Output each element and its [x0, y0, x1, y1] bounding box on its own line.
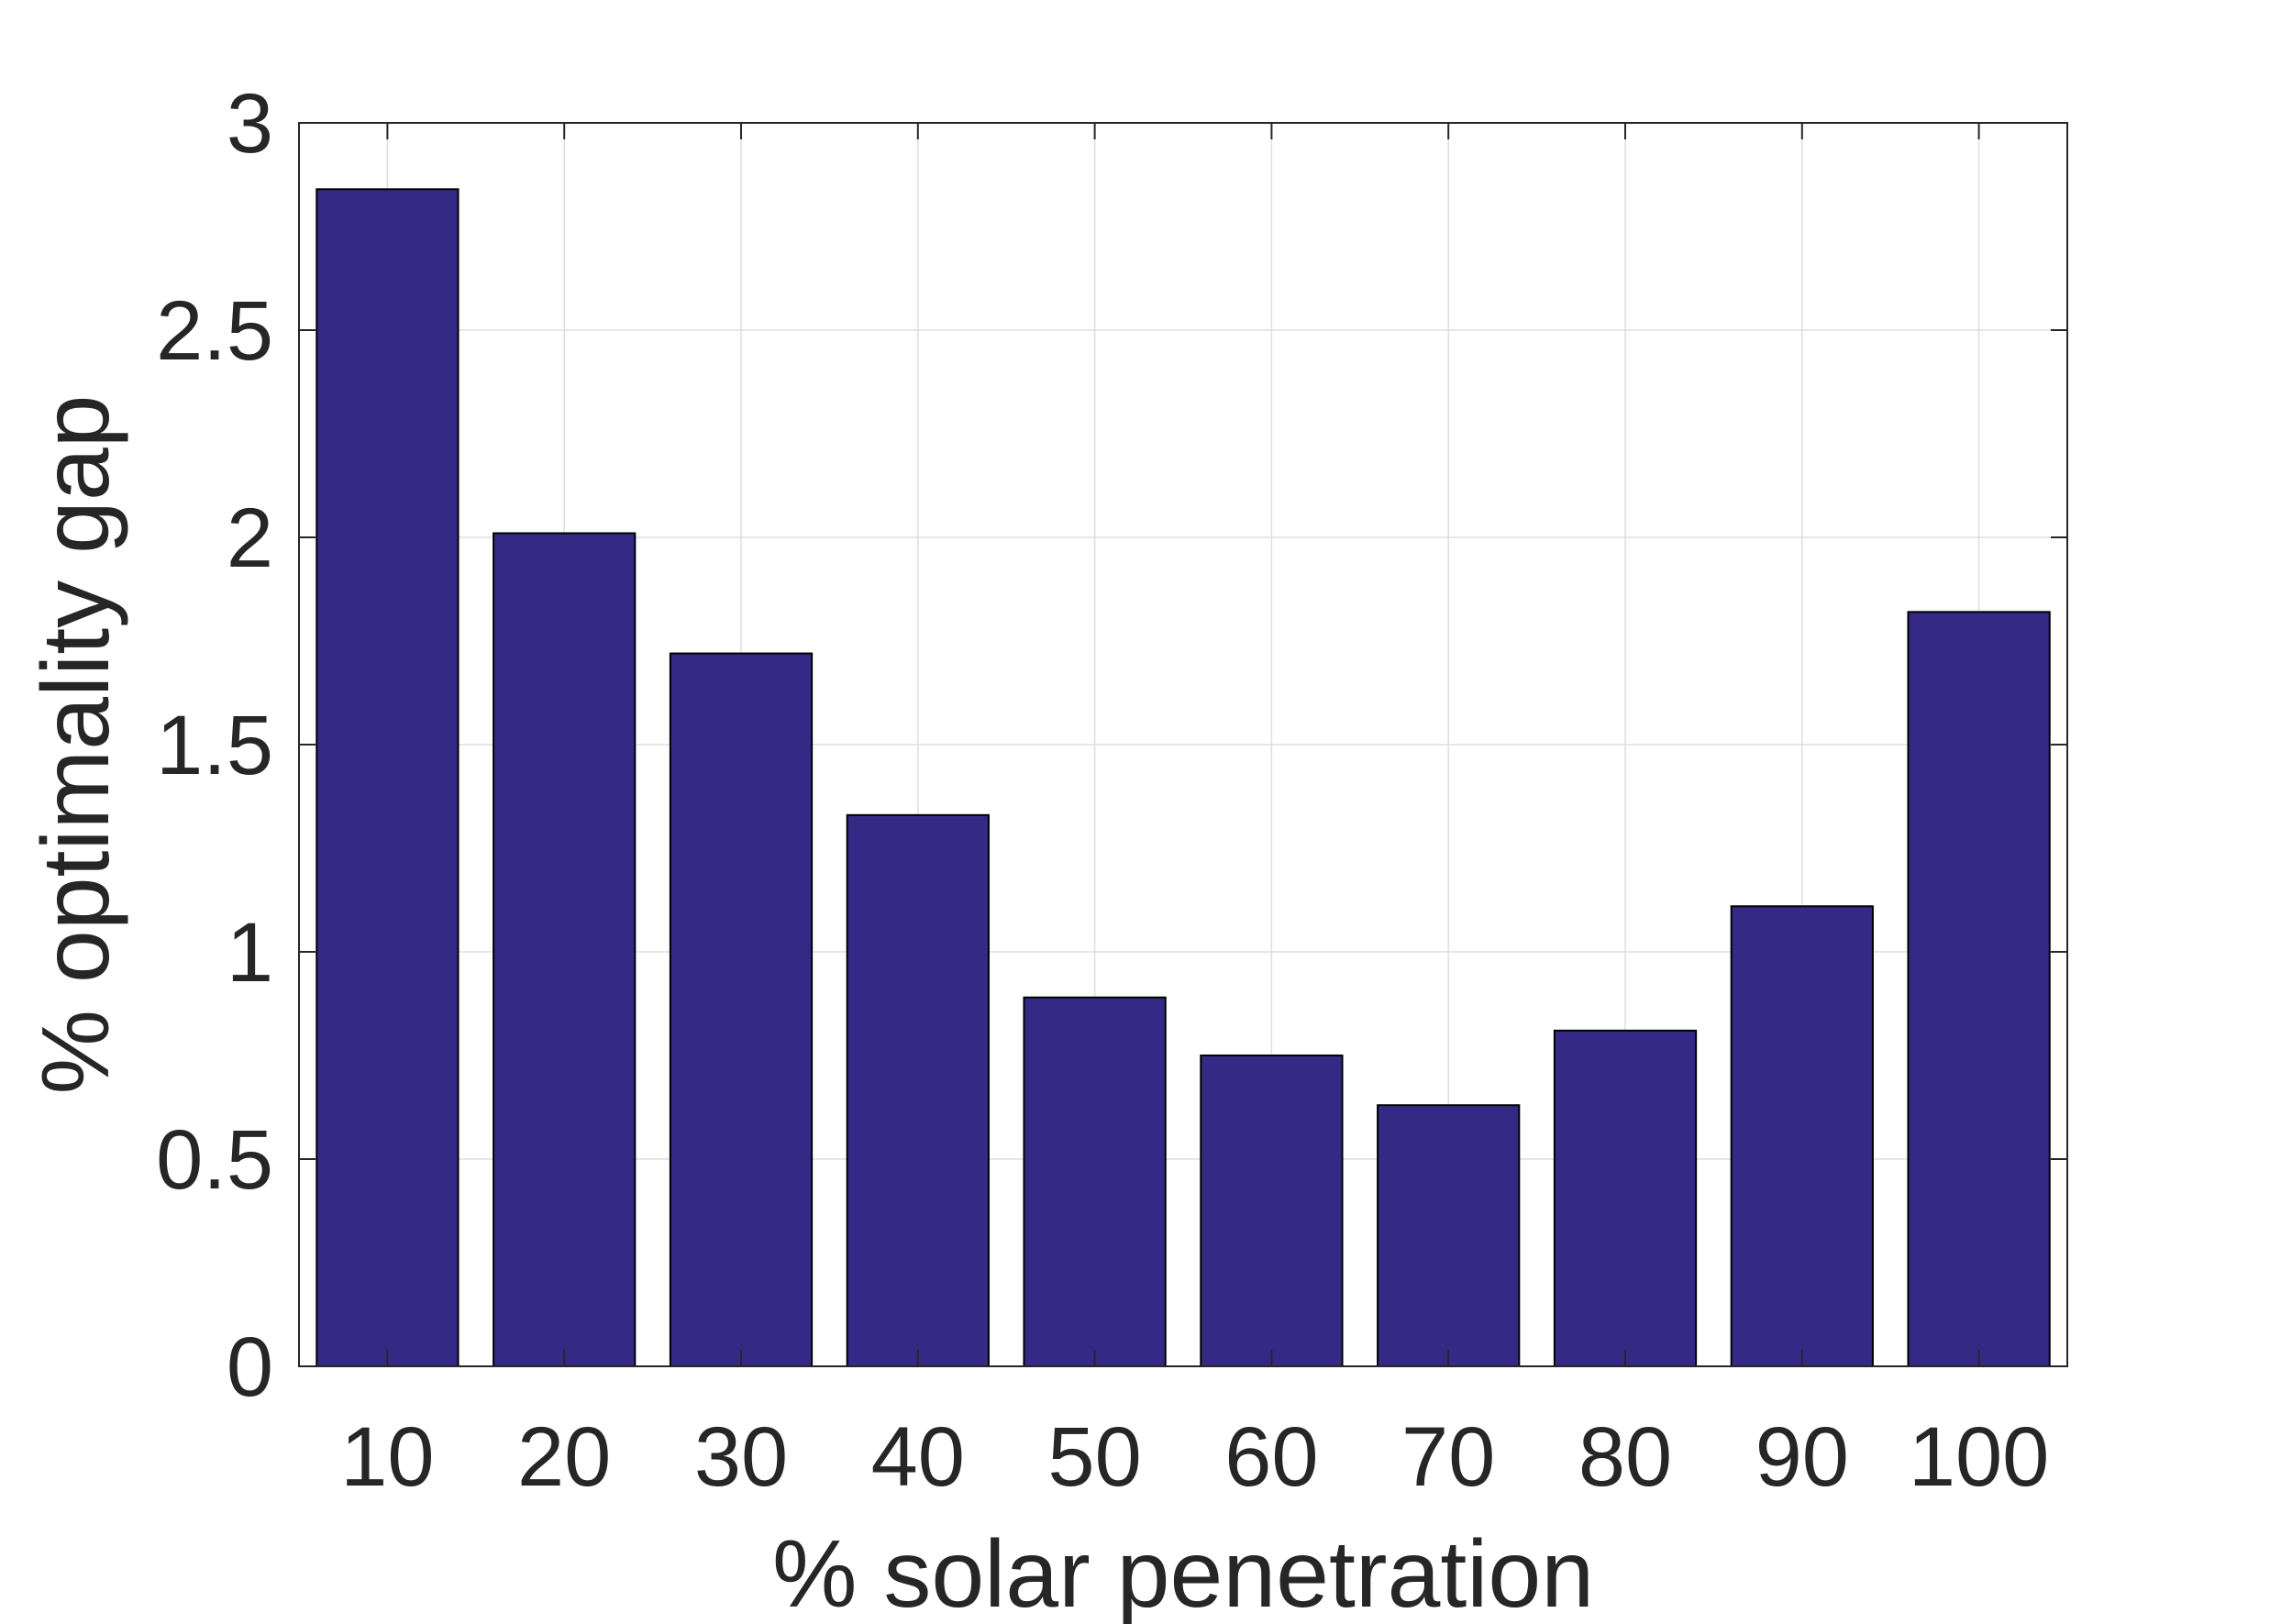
y-tick-label: 1: [227, 906, 273, 1000]
x-tick-label: 40: [871, 1410, 965, 1504]
bar-10: [316, 188, 460, 1368]
x-tick-label: 60: [1224, 1410, 1318, 1504]
bar-50: [1023, 996, 1167, 1367]
bar-30: [669, 652, 814, 1367]
x-tick-label: 30: [694, 1410, 788, 1504]
y-tick-label: 1.5: [156, 699, 273, 792]
y-tick-labels: 0 0.5 1 1.5 2 2.5 3: [156, 77, 273, 1414]
x-tick-label: 80: [1578, 1410, 1672, 1504]
bar-70: [1377, 1104, 1521, 1367]
bar-90: [1730, 905, 1874, 1368]
bar-100: [1907, 611, 2051, 1367]
y-tick-label: 0: [227, 1320, 273, 1414]
y-tick-label: 3: [227, 77, 273, 171]
y-tick-label: 2: [227, 492, 273, 585]
x-tick-labels: 10 20 30 40 50 60 70 80 90 100: [340, 1410, 2049, 1504]
x-tick-label: 70: [1401, 1410, 1495, 1504]
x-tick-label: 50: [1047, 1410, 1141, 1504]
x-axis-label: % solar penetration: [772, 1521, 1594, 1624]
x-tick-label: 100: [1909, 1410, 2050, 1504]
bar-60: [1200, 1055, 1344, 1367]
y-tick-label: 2.5: [156, 284, 273, 378]
axes-box: [298, 122, 2068, 1367]
y-tick-label: 0.5: [156, 1113, 273, 1207]
bar-80: [1553, 1029, 1698, 1367]
x-tick-label: 20: [517, 1410, 611, 1504]
bars: [316, 188, 2051, 1368]
bar-20: [493, 532, 637, 1367]
x-tick-label: 10: [340, 1410, 434, 1504]
y-axis-label: % optimality gap: [23, 394, 129, 1094]
x-tick-label: 90: [1755, 1410, 1849, 1504]
bar-40: [846, 813, 990, 1367]
